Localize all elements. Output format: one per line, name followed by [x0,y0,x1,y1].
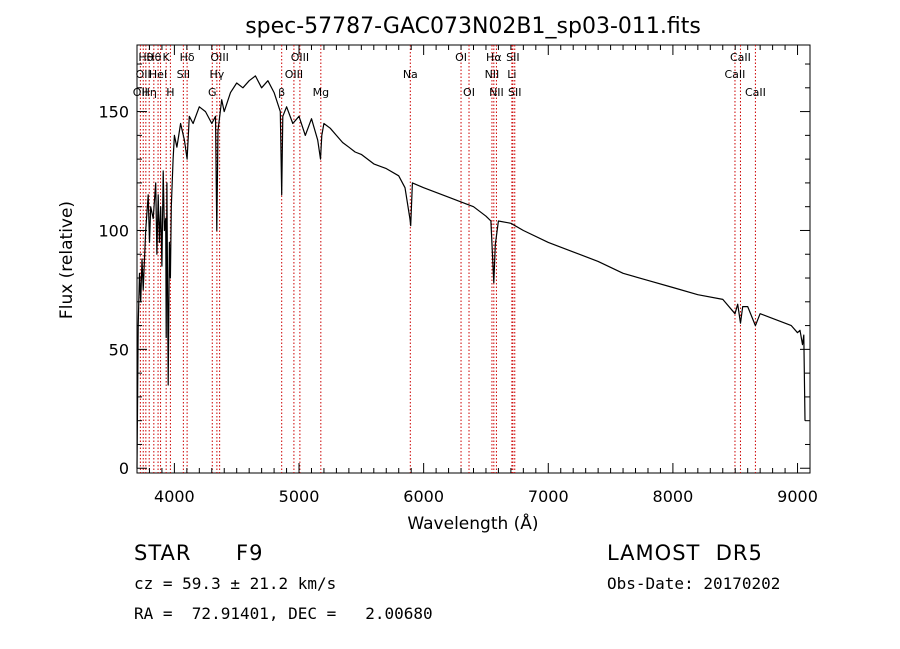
line-markers [139,45,756,473]
object-class: STAR [134,541,192,565]
chart-title: spec-57787-GAC073N02B1_sp03-011.fits [245,14,701,39]
line-label-21: NII [485,68,500,81]
line-label-4: Hθ [146,51,161,64]
line-label-2: Hθ [138,51,153,64]
line-label-8: H [166,86,174,99]
coordinates: RA = 72.91401, DEC = 2.00680 [134,604,433,623]
x-tick-label-5: 9000 [777,487,818,506]
line-label-23: NII [489,86,504,99]
line-label-28: CaII [730,51,751,64]
y-tick-label-3: 150 [98,103,129,122]
line-label-14: β [278,86,285,99]
line-label-16: OIII [291,51,309,64]
x-tick-label-1: 5000 [279,487,320,506]
spectrum-line-0 [136,75,806,469]
y-tick-label-1: 50 [109,340,129,359]
line-label-10: Hδ [180,51,195,64]
spectrum-series [136,75,806,469]
line-label-25: SII [506,51,519,64]
x-tick-label-0: 4000 [154,487,195,506]
plot-frame [136,44,811,474]
line-label-7: K [163,51,171,64]
line-label-26: SII [508,86,521,99]
line-label-24: Li [507,68,516,81]
x-axis-label: Wavelength (Å) [407,512,538,534]
y-axis-label: Flux (relative) [57,201,77,319]
redshift-velocity: cz = 59.3 ± 21.2 km/s [134,574,337,593]
survey-release: LAMOST DR5 [607,541,763,565]
subclass: F9 [236,541,264,565]
line-label-1: OII [136,68,151,81]
line-label-9: SII [177,68,190,81]
line-label-27: CaII [725,68,746,81]
x-tick-label-4: 8000 [653,487,694,506]
line-label-19: OI [455,51,467,64]
x-tick-label-3: 7000 [528,487,569,506]
line-label-17: Mg [313,86,329,99]
line-label-22: Hα [486,51,502,64]
line-label-15: OIII [285,68,303,81]
observation-date: Obs-Date: 20170202 [607,574,781,593]
line-label-18: Na [403,68,418,81]
line-labels: OIIOIIHθHηHθHeIKHSIIHδGHγOIIIβOIIIOIIIMg… [133,51,766,99]
line-label-13: OIII [210,51,228,64]
x-tick-label-2: 6000 [403,487,444,506]
line-label-5: HeI [149,68,167,81]
line-label-3: Hη [142,86,157,99]
y-tick-label-2: 100 [98,221,129,240]
line-label-11: G [208,86,217,99]
line-label-12: Hγ [209,68,224,81]
axes: 4000 5000 6000 7000 8000 9000 0 50 100 150 [98,45,818,506]
line-label-20: OI [463,86,475,99]
line-label-0: OII [133,86,148,99]
y-tick-label-0: 0 [119,459,129,478]
line-label-29: CaII [745,86,766,99]
